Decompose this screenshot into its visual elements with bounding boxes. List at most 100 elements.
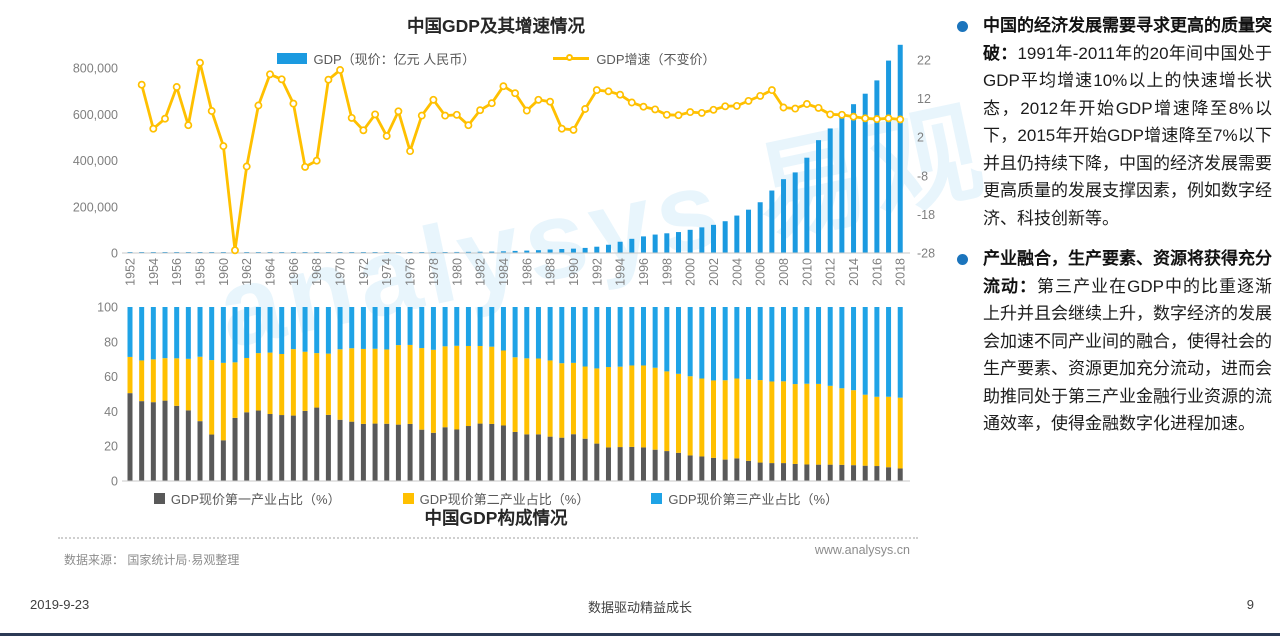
stacked-bar-segment xyxy=(162,358,168,401)
composition-chart-title: 中国GDP构成情况 xyxy=(424,508,568,528)
stacked-bar-segment xyxy=(792,384,798,464)
stacked-bar-segment xyxy=(886,307,892,397)
year-tick: 1998 xyxy=(660,258,674,286)
left-axis-tick: 600,000 xyxy=(73,108,118,122)
stacked-bar-segment xyxy=(570,434,576,481)
stacked-bar-segment xyxy=(407,307,413,345)
year-tick: 2004 xyxy=(730,258,744,286)
insight-bullet-2: 产业融合，生产要素、资源将获得充分流动：第三产业在GDP中的比重逐渐上升并且会继… xyxy=(950,245,1272,438)
stacked-bar-segment xyxy=(325,307,331,354)
stacked-bar-segment xyxy=(734,307,740,379)
stacked-bar-segment xyxy=(711,307,716,381)
stacked-bar-segment xyxy=(781,463,787,481)
legend-item-tertiary: GDP现价第三产业占比（%） xyxy=(651,489,838,508)
stacked-bar-segment xyxy=(232,417,238,481)
stacked-bar-segment xyxy=(220,362,226,441)
gdp-bar xyxy=(711,224,716,253)
stacked-bar-segment xyxy=(524,358,530,435)
stacked-bar-segment xyxy=(617,366,623,448)
stacked-bar-segment xyxy=(150,402,156,481)
growth-marker xyxy=(242,162,251,171)
legend-item-gdp: GDP（现价：亿元 人民币） xyxy=(276,49,475,68)
gdp-bar xyxy=(675,232,681,253)
gdp-bar xyxy=(629,238,635,253)
composition-chart-legend: GDP现价第一产业占比（%） GDP现价第二产业占比（%） GDP现价第三产业占… xyxy=(40,489,952,508)
stacked-bar-segment xyxy=(547,307,553,361)
gdp-bar xyxy=(781,179,787,253)
y-axis-tick: 60 xyxy=(104,370,118,384)
stacked-bar-segment xyxy=(139,307,145,361)
stacked-bar-segment xyxy=(816,383,822,465)
stacked-bar-segment xyxy=(244,307,250,358)
year-tick: 1978 xyxy=(427,258,441,286)
growth-marker xyxy=(686,108,695,117)
growth-marker xyxy=(802,100,811,108)
legend-item-growth: GDP增速（不变价） xyxy=(553,49,715,68)
stacked-bar-segment xyxy=(594,443,600,481)
stacked-bar-segment xyxy=(220,440,226,481)
year-tick: 1958 xyxy=(194,258,208,286)
gdp-bar xyxy=(477,251,483,253)
stacked-bar-segment xyxy=(150,307,156,360)
stacked-bar-segment xyxy=(886,467,892,481)
website-link[interactable]: www.analysys.cn xyxy=(814,543,910,557)
stacked-bar-segment xyxy=(314,307,320,354)
stacked-bar-segment xyxy=(325,414,331,481)
growth-marker xyxy=(511,89,520,98)
stacked-bar-segment xyxy=(746,460,752,481)
stacked-bar-segment xyxy=(851,390,857,466)
legend-item-secondary: GDP现价第二产业占比（%） xyxy=(402,489,590,508)
stacked-bar-segment xyxy=(792,307,798,385)
gdp-bar xyxy=(664,233,670,253)
growth-marker xyxy=(721,102,730,111)
stacked-bar-segment xyxy=(757,462,763,481)
growth-marker xyxy=(767,86,776,95)
stacked-bar-segment xyxy=(232,307,238,363)
growth-marker xyxy=(557,124,566,133)
stacked-bar-segment xyxy=(442,346,448,428)
stacked-bar-segment xyxy=(640,447,646,481)
stacked-bar-segment xyxy=(862,465,868,481)
gdp-bar xyxy=(862,93,868,253)
gdp-bar xyxy=(687,229,693,253)
growth-marker xyxy=(277,75,286,84)
stacked-bar-segment xyxy=(220,307,226,363)
stacked-bar-segment xyxy=(652,449,658,481)
stacked-bar-segment xyxy=(570,362,576,435)
stacked-bar-segment xyxy=(851,465,857,481)
stacked-bar-segment xyxy=(407,423,413,481)
stacked-bar-segment xyxy=(816,307,822,384)
growth-marker-icon xyxy=(566,53,574,61)
growth-marker xyxy=(371,110,380,119)
stacked-bar-segment xyxy=(897,307,903,398)
stacked-bar-segment xyxy=(757,307,763,381)
stacked-bar-segment xyxy=(279,415,285,481)
stacked-bar-segment xyxy=(711,380,716,458)
growth-marker xyxy=(347,113,356,122)
year-tick: 1982 xyxy=(474,258,488,286)
stacked-bar-segment xyxy=(629,365,635,447)
stacked-bar-segment xyxy=(267,352,273,415)
stacked-bar-segment xyxy=(535,434,541,481)
gdp-bar xyxy=(582,247,588,253)
stacked-bar-segment xyxy=(874,307,880,397)
insight-bullet-1: 中国的经济发展需要寻求更高的质量突破：1991年-2011年的20年间中国处于G… xyxy=(950,12,1272,232)
stacked-bar-segment xyxy=(185,307,191,359)
stacked-bar-segment xyxy=(664,451,670,481)
growth-marker xyxy=(651,105,660,114)
growth-marker xyxy=(627,98,636,107)
stacked-bar-segment xyxy=(185,358,191,411)
stacked-bar-segment xyxy=(617,447,623,481)
year-tick: 1976 xyxy=(404,258,418,286)
growth-marker xyxy=(581,105,590,113)
growth-marker xyxy=(732,101,741,110)
stacked-bar-segment xyxy=(489,307,495,347)
legend-label-secondary: GDP现价第二产业占比（%） xyxy=(419,492,590,507)
year-tick: 1970 xyxy=(334,258,348,286)
stacked-bar-segment xyxy=(419,429,425,481)
growth-marker xyxy=(534,95,543,104)
stacked-bar-segment xyxy=(862,307,868,395)
stacked-bar-segment xyxy=(454,345,460,430)
growth-marker xyxy=(662,110,671,119)
stacked-bar-segment xyxy=(804,383,810,465)
